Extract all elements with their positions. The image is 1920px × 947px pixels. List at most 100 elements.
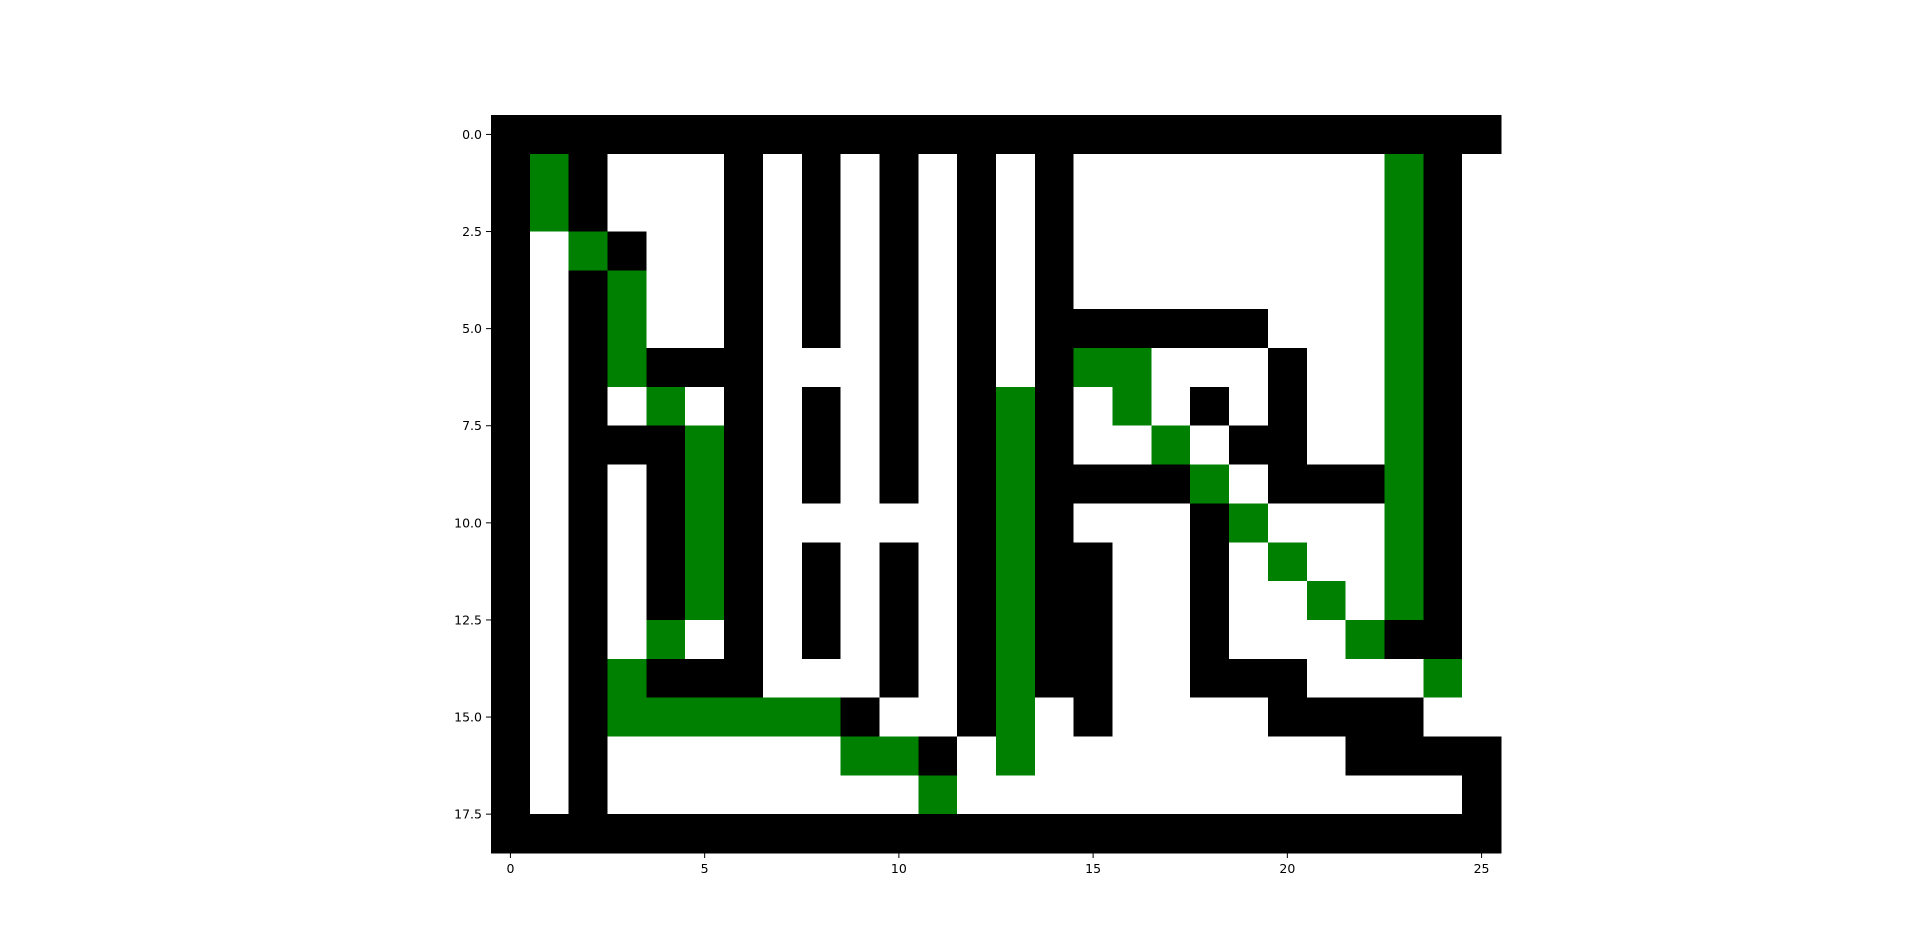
cell-wall-r1-c0 <box>491 153 531 194</box>
cell-open-r13-c9 <box>840 619 881 660</box>
cell-open-r14-c16 <box>1112 658 1152 699</box>
cell-open-r10-c1 <box>529 503 570 543</box>
cell-open-r7-c1 <box>529 386 570 427</box>
cell-open-r14-c7 <box>762 658 803 699</box>
cell-open-r15-c14 <box>1034 697 1075 738</box>
cell-open-r12-c25 <box>1462 581 1502 621</box>
cell-wall-r3-c12 <box>957 231 997 271</box>
cell-path-r7-c13 <box>996 386 1036 427</box>
cell-open-r17-c17 <box>1151 775 1191 815</box>
cell-wall-r12-c24 <box>1423 581 1463 621</box>
cell-open-r3-c17 <box>1151 231 1191 271</box>
cell-wall-r14-c12 <box>957 658 997 699</box>
cell-wall-r3-c3 <box>607 231 647 271</box>
cell-open-r8-c15 <box>1073 425 1114 466</box>
cell-open-r10-c20 <box>1267 503 1308 543</box>
cell-wall-r0-c8 <box>801 115 842 155</box>
cell-open-r3-c9 <box>840 231 881 271</box>
cell-wall-r13-c6 <box>724 619 764 660</box>
cell-open-r15-c17 <box>1151 697 1191 738</box>
cell-open-r17-c10 <box>879 775 919 815</box>
cell-wall-r1-c6 <box>724 153 764 194</box>
cell-wall-r5-c15 <box>1073 309 1114 349</box>
cell-open-r16-c5 <box>685 736 725 776</box>
cell-wall-r18-c23 <box>1384 814 1424 854</box>
cell-open-r14-c25 <box>1462 658 1502 699</box>
cell-wall-r6-c12 <box>957 348 997 388</box>
cell-wall-r5-c18 <box>1190 309 1230 349</box>
cell-wall-r14-c15 <box>1073 658 1114 699</box>
cell-wall-r9-c10 <box>879 464 919 505</box>
cell-open-r14-c1 <box>529 658 570 699</box>
cell-open-r9-c3 <box>607 464 647 505</box>
cell-open-r16-c1 <box>529 736 570 776</box>
cell-path-r11-c20 <box>1267 542 1308 582</box>
cell-open-r4-c13 <box>996 270 1036 310</box>
cell-wall-r13-c23 <box>1384 619 1424 660</box>
cell-wall-r0-c22 <box>1345 115 1386 155</box>
cell-open-r2-c25 <box>1462 192 1502 233</box>
cell-open-r3-c5 <box>685 231 725 271</box>
cell-wall-r16-c24 <box>1423 736 1463 776</box>
cell-wall-r5-c19 <box>1229 309 1269 349</box>
cell-open-r2-c18 <box>1190 192 1230 233</box>
cell-open-r10-c15 <box>1073 503 1114 543</box>
cell-wall-r8-c12 <box>957 425 997 466</box>
y-tick-label: 10.0 <box>454 515 482 530</box>
cell-wall-r0-c7 <box>762 115 803 155</box>
cell-open-r17-c14 <box>1034 775 1075 815</box>
cell-wall-r5-c24 <box>1423 309 1463 349</box>
cell-wall-r14-c4 <box>646 658 686 699</box>
cell-wall-r18-c5 <box>685 814 725 854</box>
cell-open-r17-c6 <box>724 775 764 815</box>
cell-open-r12-c3 <box>607 581 647 621</box>
cell-wall-r5-c17 <box>1151 309 1191 349</box>
cell-path-r1-c1 <box>529 153 570 194</box>
cell-wall-r14-c2 <box>568 658 609 699</box>
cell-path-r8-c23 <box>1384 425 1424 466</box>
cell-wall-r13-c18 <box>1190 619 1230 660</box>
cell-wall-r10-c24 <box>1423 503 1463 543</box>
cell-open-r6-c17 <box>1151 348 1191 388</box>
cell-open-r16-c6 <box>724 736 764 776</box>
cell-wall-r3-c14 <box>1034 231 1075 271</box>
cell-wall-r6-c10 <box>879 348 919 388</box>
cell-wall-r15-c21 <box>1306 697 1347 738</box>
cell-wall-r8-c2 <box>568 425 609 466</box>
cell-open-r3-c22 <box>1345 231 1386 271</box>
cell-open-r4-c19 <box>1229 270 1269 310</box>
cell-open-r5-c5 <box>685 309 725 349</box>
cell-wall-r4-c24 <box>1423 270 1463 310</box>
cell-wall-r18-c22 <box>1345 814 1386 854</box>
cell-open-r10-c10 <box>879 503 919 543</box>
cell-path-r13-c4 <box>646 619 686 660</box>
cell-path-r4-c3 <box>607 270 647 310</box>
cell-open-r9-c25 <box>1462 464 1502 505</box>
cell-wall-r10-c0 <box>491 503 531 543</box>
cell-wall-r18-c19 <box>1229 814 1269 854</box>
cell-wall-r8-c20 <box>1267 425 1308 466</box>
cell-wall-r0-c12 <box>957 115 997 155</box>
cell-open-r13-c17 <box>1151 619 1191 660</box>
cell-open-r10-c25 <box>1462 503 1502 543</box>
cell-wall-r9-c16 <box>1112 464 1152 505</box>
cell-wall-r11-c18 <box>1190 542 1230 582</box>
cell-wall-r18-c8 <box>801 814 842 854</box>
cell-path-r12-c5 <box>685 581 725 621</box>
cell-path-r6-c3 <box>607 348 647 388</box>
cell-wall-r16-c2 <box>568 736 609 776</box>
y-tick-label: 17.5 <box>454 807 482 822</box>
cell-wall-r8-c8 <box>801 425 842 466</box>
cell-wall-r0-c24 <box>1423 115 1463 155</box>
cell-open-r2-c13 <box>996 192 1036 233</box>
cell-open-r10-c8 <box>801 503 842 543</box>
cell-open-r7-c22 <box>1345 386 1386 427</box>
cell-open-r12-c17 <box>1151 581 1191 621</box>
cell-wall-r16-c25 <box>1462 736 1502 776</box>
cell-open-r7-c17 <box>1151 386 1191 427</box>
cell-wall-r12-c8 <box>801 581 842 621</box>
cell-path-r10-c23 <box>1384 503 1424 543</box>
cell-wall-r1-c10 <box>879 153 919 194</box>
cell-wall-r12-c6 <box>724 581 764 621</box>
